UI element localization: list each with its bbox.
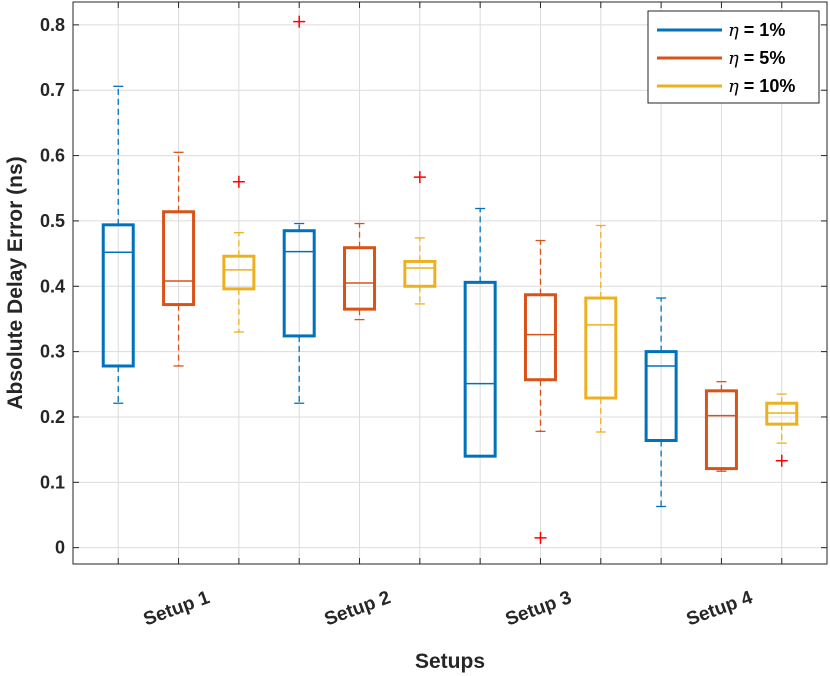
box-1-setup-3: [463, 207, 497, 458]
box-1-setup-4: [644, 297, 678, 508]
y-tick-label: 0.2: [40, 407, 65, 427]
box-iqr: [101, 223, 135, 368]
box-3-setup-2: [403, 171, 437, 305]
y-tick-label: 0.1: [40, 472, 65, 492]
legend-eta-symbol: η: [728, 20, 739, 41]
y-tick-label: 0.5: [40, 211, 65, 231]
y-tick-label: 0.8: [40, 15, 65, 35]
y-tick-labels: 0 0.1 0.2 0.3 0.4 0.5 0.6 0.7 0.8: [40, 15, 65, 558]
box-iqr: [463, 280, 497, 458]
box-iqr: [282, 229, 316, 338]
box-groups: [101, 15, 799, 544]
legend: η = 1%η = 5%η = 10%: [647, 10, 820, 104]
box-3-setup-1: [222, 175, 256, 333]
y-axis-label: Absolute Delay Error (ns): [4, 156, 27, 409]
box-2-setup-2: [343, 222, 377, 321]
legend-percent: = 1%: [739, 20, 786, 40]
box-1-setup-1: [101, 85, 135, 404]
box-3-setup-4: [765, 393, 799, 467]
y-tick-label: 0.7: [40, 80, 65, 100]
x-tick-label: Setup 3: [503, 587, 575, 630]
box-iqr: [644, 350, 678, 442]
x-tick-label: Setup 4: [684, 587, 756, 630]
x-axis-label: Setups: [415, 650, 485, 673]
outlier-marker: [413, 171, 426, 184]
box-iqr: [343, 246, 377, 311]
plot-frame: [72, 1, 828, 565]
box-iqr: [403, 259, 437, 288]
legend-percent: = 10%: [739, 76, 796, 96]
y-tick-label: 0: [55, 538, 65, 558]
outlier-marker: [232, 175, 245, 188]
box-iqr: [523, 293, 557, 382]
axes: [72, 1, 828, 565]
legend-entry-label: η = 1%: [728, 20, 785, 41]
box-3-setup-3: [584, 224, 618, 433]
y-tick-label: 0.3: [40, 342, 65, 362]
x-tick-labels: Setup 1 Setup 2 Setup 3 Setup 4: [141, 587, 756, 630]
y-tick-label: 0.4: [40, 276, 65, 296]
box-iqr: [584, 296, 618, 400]
legend-eta-symbol: η: [728, 48, 739, 69]
x-tick-label: Setup 2: [322, 587, 394, 630]
legend-eta-symbol: η: [728, 76, 739, 97]
legend-percent: = 5%: [739, 48, 786, 68]
outlier-marker: [293, 15, 306, 28]
y-tick-label: 0.6: [40, 146, 65, 166]
legend-entry-label: η = 10%: [728, 76, 795, 97]
box-2-setup-3: [523, 239, 557, 544]
outlier-marker: [534, 531, 547, 544]
box-2-setup-4: [704, 381, 738, 472]
box-2-setup-1: [162, 151, 196, 367]
outlier-marker: [775, 454, 788, 467]
box-iqr: [162, 210, 196, 307]
box-1-setup-2: [282, 15, 316, 404]
x-tick-label: Setup 1: [141, 587, 213, 630]
box-iqr: [704, 389, 738, 471]
legend-entry-label: η = 5%: [728, 48, 785, 69]
box-iqr: [222, 254, 256, 291]
